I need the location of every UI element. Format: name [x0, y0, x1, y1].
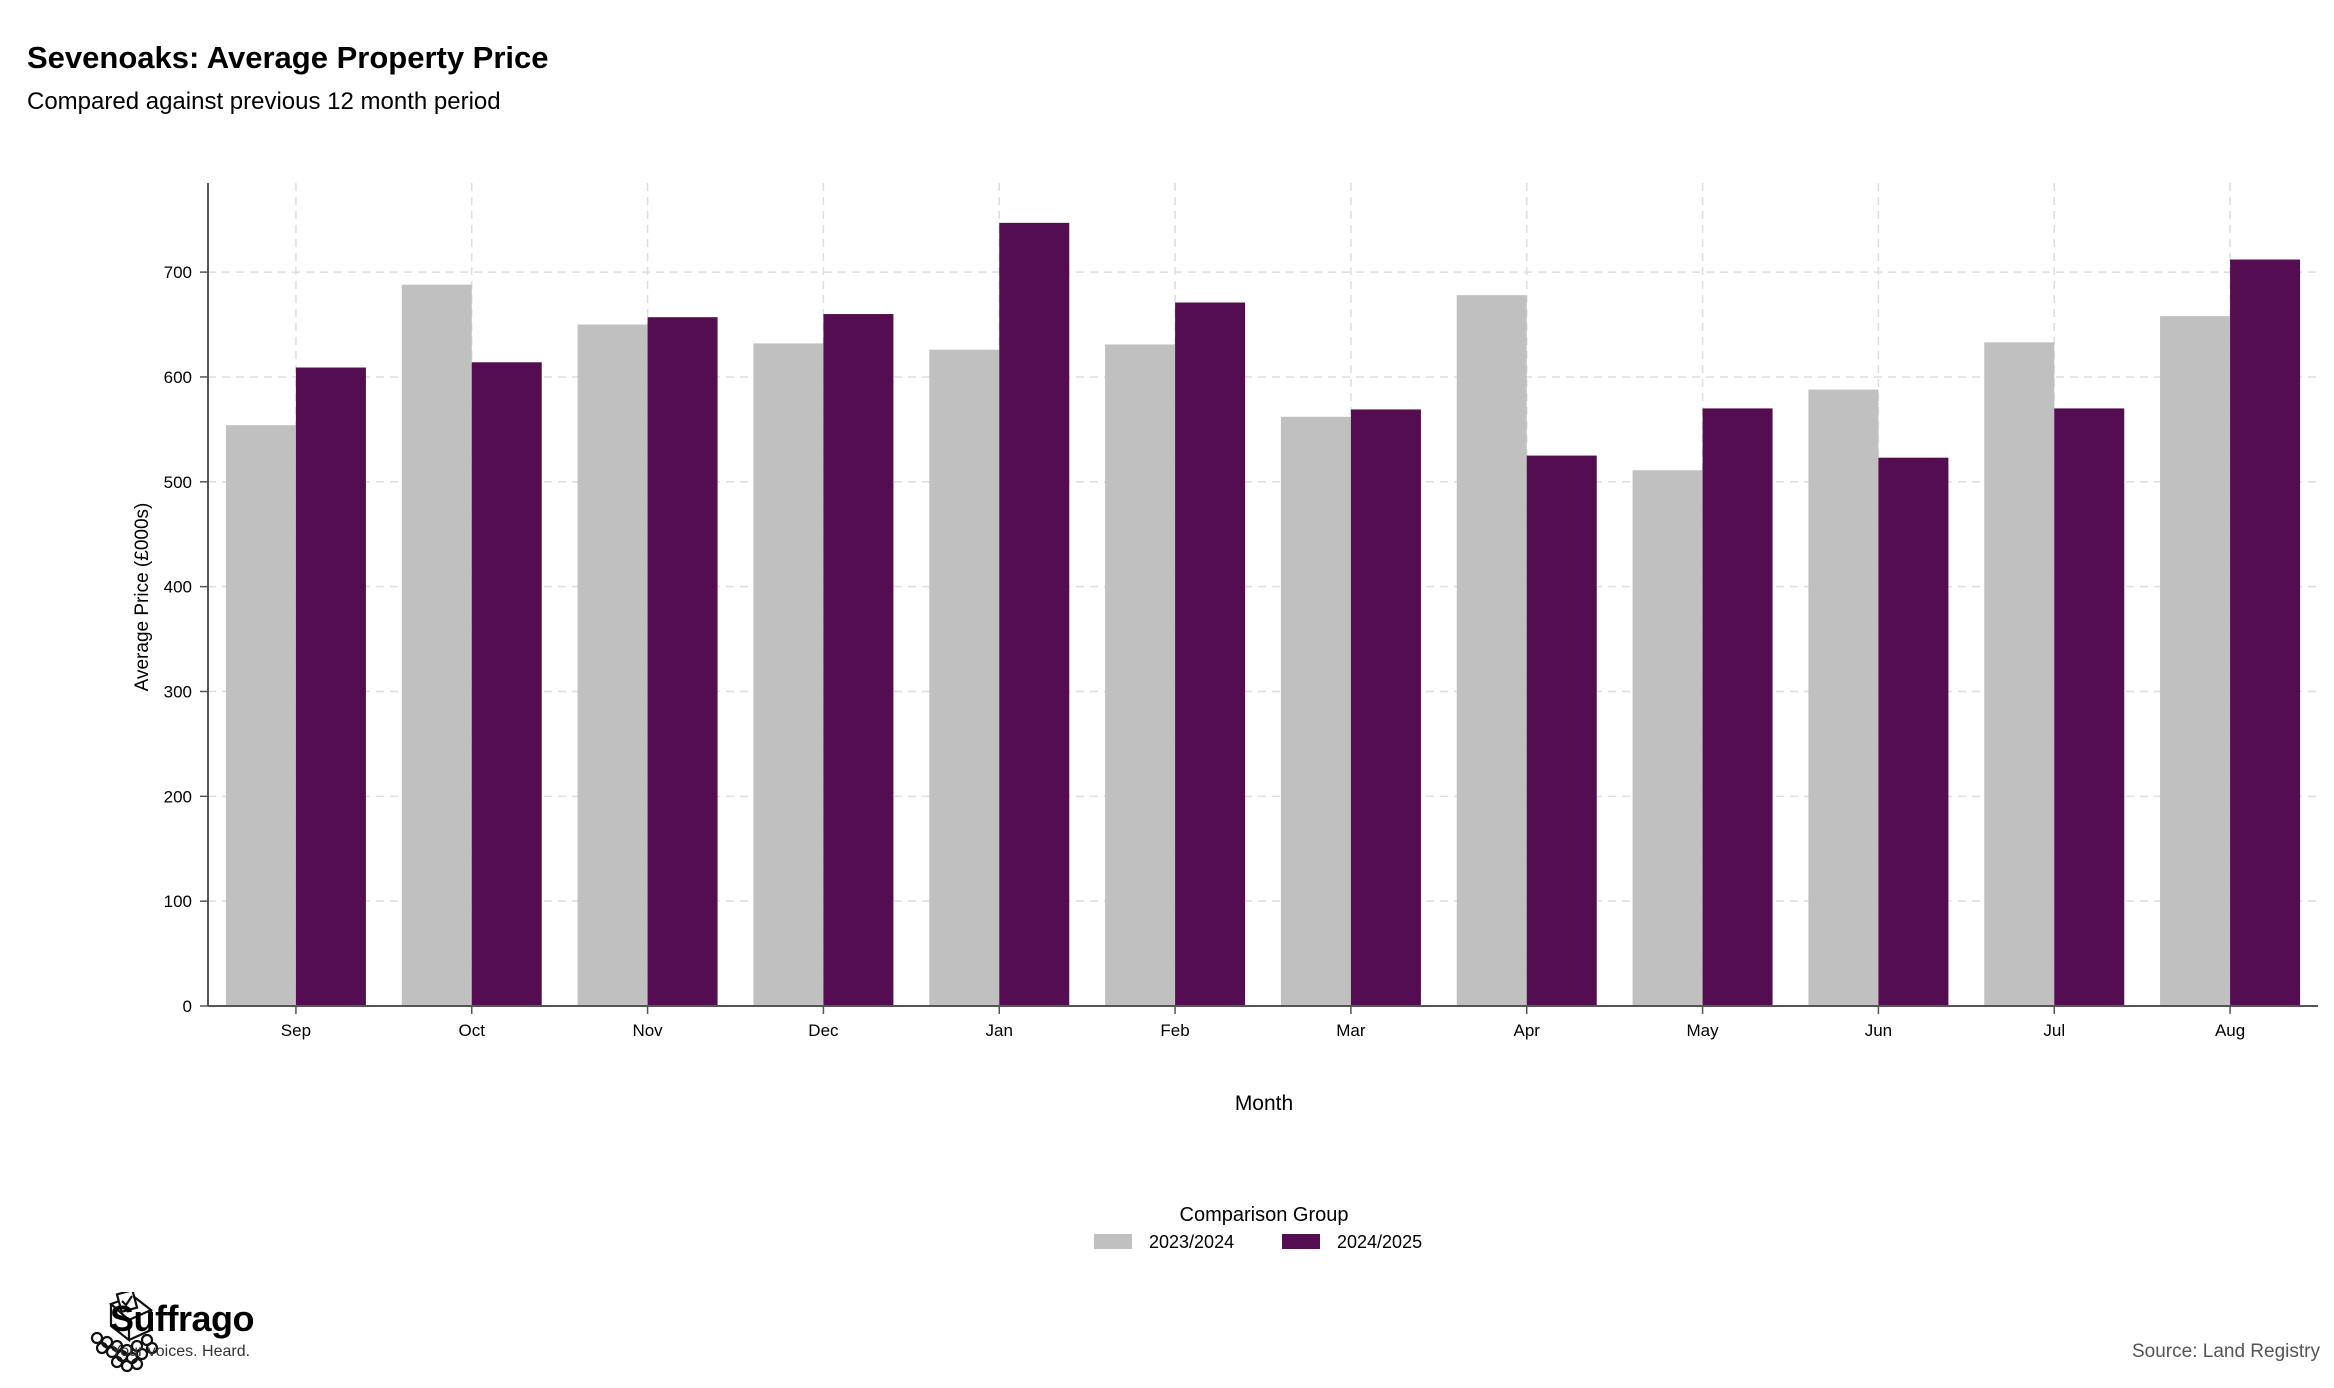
x-axis-label: Month	[1235, 1092, 1293, 1115]
brand-tagline: Your voices. Heard.	[111, 1343, 251, 1360]
bar-2023-2024-sep	[225, 425, 296, 1007]
x-tick-label: Mar	[1336, 1021, 1366, 1040]
bar-2023-2024-apr	[1456, 295, 1527, 1006]
bar-2024-2025-jan	[999, 222, 1070, 1007]
y-tick-label: 700	[164, 263, 192, 282]
bar-2024-2025-mar	[1350, 409, 1421, 1006]
y-tick-label: 100	[164, 892, 192, 911]
bar-2024-2025-may	[1702, 408, 1773, 1006]
suffrago-logo-icon	[90, 1292, 159, 1373]
bar-2024-2025-dec	[823, 314, 894, 1006]
bar-2023-2024-jun	[1808, 389, 1879, 1006]
bar-2024-2025-jul	[2054, 408, 2125, 1006]
bar-2024-2025-aug	[2230, 259, 2301, 1006]
x-tick-label: Sep	[281, 1021, 311, 1040]
legend-swatch	[1282, 1234, 1320, 1249]
x-tick-label: Jun	[1865, 1021, 1892, 1040]
chart-subtitle: Compared against previous 12 month perio…	[27, 88, 501, 115]
y-tick-label: 500	[164, 473, 192, 492]
x-tick-label: Apr	[1514, 1021, 1541, 1040]
bar-2023-2024-aug	[2160, 316, 2231, 1006]
bars	[225, 222, 2301, 1007]
axes: 0 100 200 300 400 500 600 700 Sep Oct Nov Dec Jan Feb…	[164, 183, 2318, 1040]
bar-2023-2024-nov	[577, 324, 648, 1006]
bar-2024-2025-jun	[1878, 457, 1949, 1006]
bar-2024-2025-sep	[295, 367, 366, 1006]
bar-2023-2024-mar	[1280, 416, 1351, 1006]
x-tick-label: Jul	[2043, 1021, 2065, 1040]
x-tick-label: Feb	[1160, 1021, 1189, 1040]
bar-2023-2024-may	[1632, 470, 1703, 1007]
y-tick-label: 200	[164, 787, 192, 806]
bar-2023-2024-oct	[401, 284, 472, 1006]
bar-2024-2025-apr	[1526, 455, 1597, 1006]
y-tick-label: 300	[164, 682, 192, 701]
y-axis-label: Average Price (£000s)	[132, 503, 153, 692]
bar-2023-2024-jul	[1984, 342, 2055, 1006]
y-tick-label: 600	[164, 368, 192, 387]
bar-2024-2025-feb	[1175, 302, 1246, 1007]
x-tick-label: Jan	[986, 1021, 1013, 1040]
x-tick-label: Aug	[2215, 1021, 2245, 1040]
source-note: Source: Land Registry	[2132, 1341, 2320, 1362]
legend-label: 2023/2024	[1149, 1232, 1234, 1252]
legend-label: 2024/2025	[1337, 1232, 1422, 1252]
x-tick-label: Nov	[632, 1021, 663, 1040]
x-tick-label: May	[1687, 1021, 1720, 1040]
brand-name: Suffrago	[110, 1298, 255, 1339]
bar-2023-2024-dec	[753, 343, 824, 1006]
chart-title: Sevenoaks: Average Property Price	[27, 40, 549, 75]
bar-2024-2025-oct	[471, 362, 542, 1006]
x-tick-label: Dec	[808, 1021, 839, 1040]
y-tick-label: 400	[164, 578, 192, 597]
legend-swatch	[1094, 1234, 1132, 1249]
bar-2024-2025-nov	[647, 317, 718, 1006]
y-tick-label: 0	[183, 997, 192, 1016]
legend: Comparison Group 2023/2024 2024/2025	[1094, 1204, 1422, 1252]
bar-2023-2024-feb	[1105, 344, 1176, 1006]
bar-2023-2024-jan	[929, 349, 1000, 1007]
legend-title: Comparison Group	[1180, 1204, 1349, 1226]
x-tick-label: Oct	[459, 1021, 486, 1040]
